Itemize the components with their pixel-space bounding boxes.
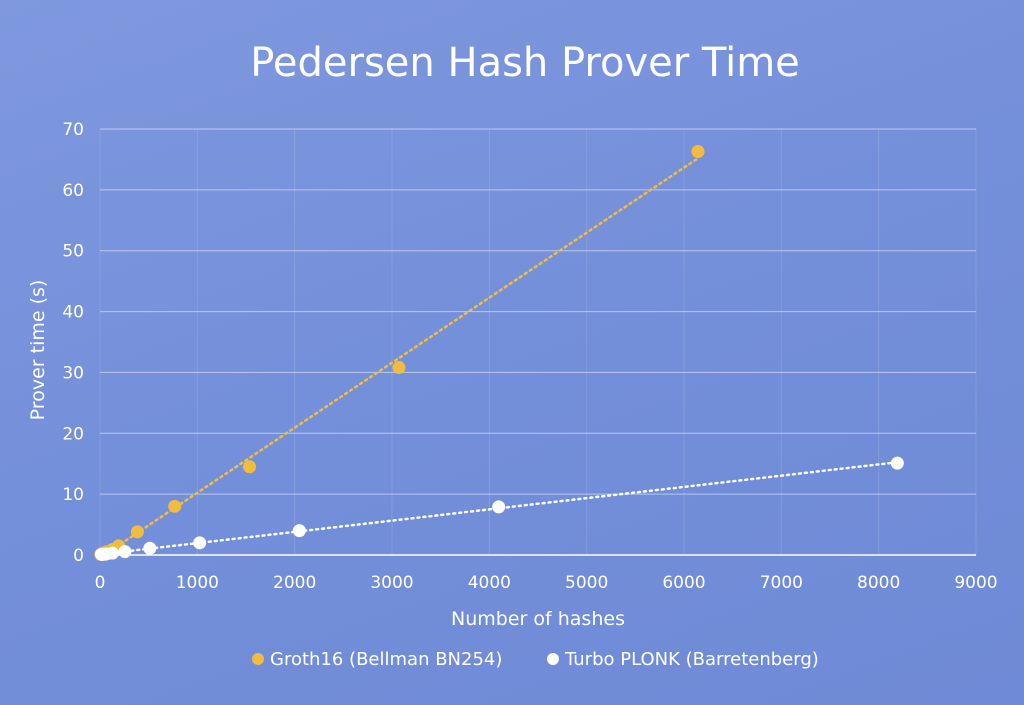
- data-point-series-1: [118, 545, 132, 559]
- legend-label: Groth16 (Bellman BN254): [270, 649, 502, 670]
- legend-label: Turbo PLONK (Barretenberg): [564, 649, 819, 670]
- trendlines: [99, 156, 899, 559]
- x-tick-label: 5000: [565, 573, 608, 593]
- legend: Groth16 (Bellman BN254) Turbo PLONK (Barr…: [252, 649, 819, 670]
- data-point-series-1: [292, 524, 306, 538]
- y-tick-label: 20: [62, 424, 84, 444]
- x-tick-label: 7000: [760, 573, 803, 593]
- data-point-series-0: [243, 460, 257, 474]
- x-tick-label: 4000: [468, 573, 511, 593]
- y-tick-label: 70: [62, 120, 84, 140]
- x-tick-label: 0: [95, 573, 106, 593]
- data-point-series-1: [143, 541, 157, 555]
- y-tick-label: 0: [73, 546, 84, 566]
- x-tick-label: 1000: [176, 573, 219, 593]
- data-point-series-1: [105, 546, 119, 560]
- chart-title: Pedersen Hash Prover Time: [250, 40, 800, 86]
- legend-marker: [547, 653, 559, 665]
- data-point-series-1: [492, 500, 506, 514]
- x-tick-label: 9000: [954, 573, 997, 593]
- legend-entry: Groth16 (Bellman BN254): [252, 649, 502, 670]
- x-axis-label: Number of hashes: [451, 608, 625, 630]
- data-point-series-0: [691, 145, 705, 159]
- x-tick-label: 2000: [273, 573, 316, 593]
- data-points: [94, 145, 904, 561]
- x-tick-label: 8000: [857, 573, 900, 593]
- y-tick-label: 40: [62, 303, 84, 323]
- x-tick-labels: 0 1000 2000 3000 4000 5000 6000 7000 8000 9000: [95, 573, 998, 593]
- y-tick-label: 30: [62, 363, 84, 383]
- data-point-series-0: [130, 525, 144, 539]
- trendline-series-1: [100, 460, 899, 556]
- grid: [99, 128, 977, 555]
- legend-marker: [252, 653, 264, 665]
- trendline-series-0: [99, 156, 700, 559]
- y-tick-label: 10: [62, 485, 84, 505]
- data-point-series-1: [193, 536, 207, 550]
- data-point-series-0: [168, 499, 182, 513]
- y-tick-labels: 0 10 20 30 40 50 60 70: [62, 120, 84, 566]
- y-tick-label: 60: [62, 181, 84, 201]
- legend-entry: Turbo PLONK (Barretenberg): [547, 649, 819, 670]
- data-point-series-0: [392, 361, 406, 375]
- x-tick-label: 6000: [662, 573, 705, 593]
- x-tick-label: 3000: [370, 573, 413, 593]
- data-point-series-1: [890, 456, 904, 470]
- y-tick-label: 50: [62, 242, 84, 262]
- y-axis-label: Prover time (s): [27, 280, 49, 421]
